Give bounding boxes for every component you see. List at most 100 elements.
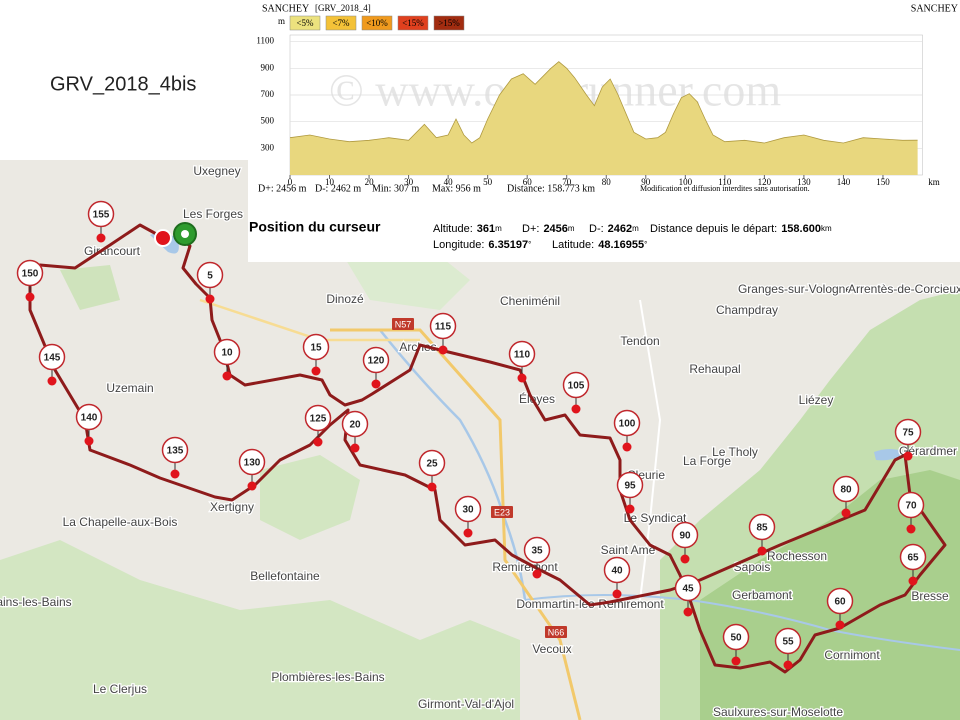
route-dot: [427, 482, 437, 492]
km-marker: [16, 259, 44, 287]
km-marker-label: 50: [730, 633, 742, 644]
place-label: Bellefontaine: [250, 569, 320, 583]
start-marker-core: [181, 230, 189, 238]
cursor-heading: Position du curseur: [249, 219, 381, 235]
km-marker-label: 105: [568, 381, 585, 392]
road-badge: [392, 318, 414, 330]
km-marker-label: 65: [907, 553, 919, 564]
place-label: Liézey: [799, 393, 834, 407]
route-dot: [903, 451, 913, 461]
elevation-line: [289, 61, 918, 144]
km-marker-label: 25: [426, 459, 438, 470]
cursor-value: 48.16955: [598, 239, 644, 251]
km-marker: [832, 475, 860, 503]
lake: [874, 449, 905, 461]
km-marker-label: 70: [905, 501, 917, 512]
km-marker: [429, 312, 457, 340]
place-label: Cheniménil: [500, 294, 560, 308]
km-marker-label: 140: [81, 413, 98, 424]
route-dot: [841, 508, 851, 518]
route-dot: [571, 404, 581, 414]
km-marker-label: 40: [611, 566, 623, 577]
title-background: [0, 0, 248, 160]
km-marker-label: 35: [531, 546, 543, 557]
route-dot: [313, 437, 323, 447]
profile-start: SANCHEY: [262, 3, 309, 14]
end-marker: [154, 229, 172, 247]
route-dot: [205, 294, 215, 304]
cursor-field: D+: 2456m: [522, 223, 575, 235]
profile-stat: D+: 2456 m: [258, 183, 307, 194]
route-dot: [371, 379, 381, 389]
route-dot: [757, 546, 767, 556]
km-marker-label: 100: [619, 419, 636, 430]
route-dot: [783, 660, 793, 670]
map-overlay: Uxegney Les Forges Girancourt Dinozé Chenimé…: [0, 163, 960, 720]
x-tick-label: 70: [562, 177, 572, 187]
cursor-unit: m: [632, 224, 639, 233]
profile-end: SANCHEY: [911, 3, 958, 14]
cursor-unit: m: [495, 224, 502, 233]
cursor-label: Longitude:: [433, 239, 484, 251]
route-dot: [683, 607, 693, 617]
legend-label: >15%: [438, 18, 460, 28]
km-marker-label: 135: [167, 446, 184, 457]
cursor-field: D-: 2462m: [589, 223, 639, 235]
km-marker: [362, 346, 390, 374]
km-marker: [304, 404, 332, 432]
x-tick-label: 50: [483, 177, 493, 187]
x-tick-label: 110: [718, 177, 732, 187]
km-marker: [603, 556, 631, 584]
x-tick-label: 80: [602, 177, 612, 187]
place-label: Girmont-Val-d'Ajol: [418, 697, 514, 711]
y-tick-label: 900: [261, 62, 275, 72]
km-marker: [213, 338, 241, 366]
km-marker: [523, 536, 551, 564]
forest: [60, 265, 120, 310]
route-dot: [532, 569, 542, 579]
x-tick-label: 140: [837, 177, 851, 187]
x-tick-label: 130: [797, 177, 811, 187]
route: [28, 223, 947, 674]
cursor-field: Longitude: 6.35197°: [433, 239, 531, 251]
forest: [0, 540, 520, 720]
place-label: Gérardmer: [899, 444, 957, 458]
road-label: N57: [395, 319, 412, 329]
route-dot: [47, 376, 57, 386]
km-marker: [508, 340, 536, 368]
km-marker: [38, 343, 66, 371]
x-tick-label: 120: [758, 177, 772, 187]
cursor-label: Latitude:: [552, 239, 594, 251]
place-label: Les Forges: [183, 207, 243, 221]
place-label: Tendon: [620, 334, 659, 348]
km-marker: [899, 543, 927, 571]
place-label: Bains-les-Bains: [0, 595, 72, 609]
x-tick-label: 90: [641, 177, 651, 187]
route-dot: [625, 504, 635, 514]
km-marker-label: 150: [22, 269, 39, 280]
km-marker: [161, 436, 189, 464]
place-label: Saulxures-sur-Moselotte: [713, 705, 843, 719]
cursor-field: Distance depuis le départ: 158.600km: [650, 223, 832, 235]
place-label: Rochesson: [767, 549, 827, 563]
km-marker: [674, 574, 702, 602]
y-tick-label: 500: [261, 116, 275, 126]
km-marker: [671, 521, 699, 549]
profile-track: [GRV_2018_4]: [315, 3, 371, 13]
place-label: Plombières-les-Bains: [271, 670, 384, 684]
x-tick-label: 60: [523, 177, 533, 187]
profile-stat: D-: 2462 m: [315, 183, 361, 194]
km-marker-label: 85: [756, 523, 768, 534]
profile-stat: Max: 956 m: [432, 183, 481, 194]
km-marker-label: 155: [93, 210, 110, 221]
cursor-unit: m: [568, 224, 575, 233]
road-badge: [491, 506, 513, 518]
place-label: La Chapelle-aux-Bois: [63, 515, 178, 529]
route-dot: [612, 589, 622, 599]
km-marker: [894, 418, 922, 446]
km-marker-label: 110: [514, 350, 531, 361]
km-marker: [75, 403, 103, 431]
km-marker-label: 55: [782, 637, 794, 648]
road: [639, 299, 662, 601]
